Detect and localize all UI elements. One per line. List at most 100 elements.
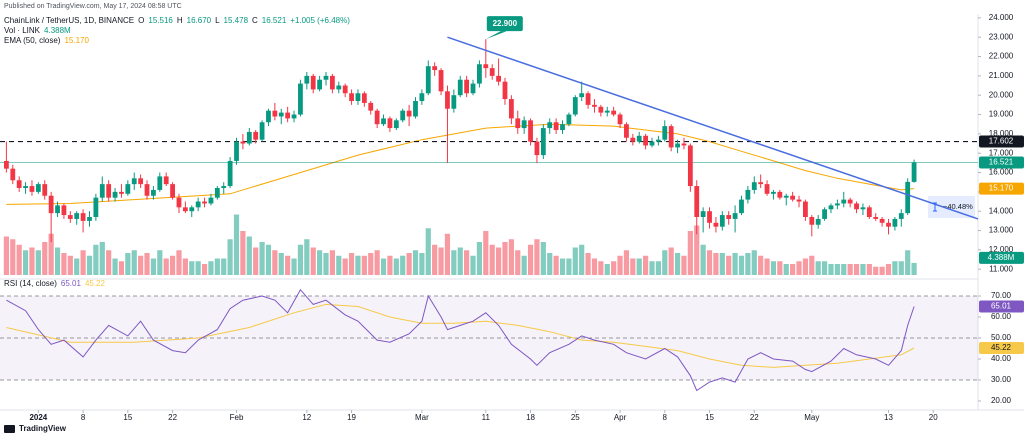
volume-bar bbox=[304, 239, 310, 275]
volume-bar bbox=[361, 255, 367, 275]
ema-legend: EMA (50, close) bbox=[4, 36, 61, 45]
candle-body bbox=[598, 106, 604, 113]
candle-body bbox=[93, 197, 99, 217]
candle-body bbox=[259, 122, 265, 140]
candle-body bbox=[713, 222, 719, 227]
published-note: Published on TradingView.com, May 17, 20… bbox=[4, 3, 182, 10]
candle-body bbox=[528, 120, 533, 142]
volume-bar bbox=[48, 233, 54, 275]
volume-bar bbox=[10, 239, 16, 275]
candle-body bbox=[234, 141, 239, 161]
candle-body bbox=[477, 64, 482, 84]
volume-bar bbox=[515, 250, 521, 275]
x-tick-label: Apr bbox=[614, 413, 627, 422]
volume-bar bbox=[898, 261, 904, 275]
candle-body bbox=[151, 189, 156, 196]
rsi-tag: 65.01 bbox=[991, 302, 1012, 311]
volume-bar bbox=[93, 244, 99, 275]
volume-bar bbox=[534, 239, 540, 275]
volume-bar bbox=[144, 253, 150, 275]
volume-bar bbox=[527, 244, 534, 275]
candle-body bbox=[643, 135, 649, 146]
volume-bar bbox=[662, 250, 668, 275]
volume-bar bbox=[483, 231, 489, 275]
volume-bar bbox=[329, 250, 335, 275]
volume-bar bbox=[214, 258, 220, 275]
volume-bar bbox=[495, 247, 502, 275]
volume-bar bbox=[745, 253, 751, 275]
volume-bar bbox=[604, 264, 610, 275]
ohlc-key: O bbox=[138, 16, 144, 25]
measure-icon bbox=[933, 202, 937, 212]
x-tick-label: 8 bbox=[81, 413, 86, 422]
volume-bar bbox=[80, 250, 86, 275]
candle-body bbox=[662, 126, 668, 140]
volume-bar bbox=[272, 250, 278, 275]
volume-bar bbox=[16, 244, 22, 275]
candle-body bbox=[214, 188, 220, 198]
volume-bar bbox=[419, 253, 425, 275]
volume-bar bbox=[553, 255, 559, 275]
volume-bar bbox=[879, 266, 885, 275]
x-tick-label: 15 bbox=[123, 413, 132, 422]
volume-bar bbox=[29, 247, 35, 275]
volume-bar bbox=[790, 264, 796, 275]
candle-body bbox=[809, 217, 815, 225]
candle-body bbox=[822, 209, 827, 219]
volume-bar bbox=[726, 255, 732, 275]
callout-box bbox=[486, 16, 523, 32]
volume-bar bbox=[425, 228, 431, 275]
candle-body bbox=[803, 201, 808, 217]
candle-body bbox=[483, 64, 489, 69]
candle-body bbox=[866, 207, 872, 217]
candle-body bbox=[451, 95, 457, 109]
volume-bar bbox=[892, 261, 898, 275]
candle-body bbox=[585, 93, 591, 105]
candle-body bbox=[655, 139, 661, 142]
volume-bar bbox=[374, 250, 380, 275]
callout-label: 22.900 bbox=[493, 19, 518, 28]
candle-body bbox=[860, 207, 866, 210]
candle-body bbox=[726, 215, 732, 219]
candle-body bbox=[99, 184, 105, 198]
candle-body bbox=[496, 75, 501, 82]
candle-body bbox=[841, 199, 847, 204]
rsi-tag: 45.22 bbox=[991, 343, 1012, 352]
volume-bar bbox=[559, 258, 566, 275]
ohlc-key: L bbox=[215, 16, 220, 25]
volume-bar bbox=[585, 253, 591, 275]
candle-body bbox=[253, 131, 259, 140]
y-tick-label: 50.00 bbox=[991, 333, 1012, 342]
candle-body bbox=[534, 141, 540, 156]
candle-body bbox=[847, 199, 853, 204]
candle-body bbox=[694, 186, 700, 217]
candle-body bbox=[138, 178, 144, 185]
y-tick-label: 60.00 bbox=[991, 312, 1012, 321]
ohlc-key: C bbox=[252, 16, 258, 25]
candle-body bbox=[502, 81, 508, 100]
volume-bar bbox=[457, 247, 463, 275]
ohlc-value: 16.521 bbox=[262, 16, 287, 25]
volume-bar bbox=[240, 231, 246, 275]
volume-bar bbox=[42, 242, 48, 275]
candle-body bbox=[176, 197, 182, 208]
candle-body bbox=[342, 85, 348, 94]
volume-bar bbox=[758, 255, 764, 275]
candle-body bbox=[854, 203, 859, 210]
volume-bar bbox=[841, 264, 847, 275]
footer-brand: TradingView bbox=[19, 424, 67, 433]
candle-body bbox=[67, 215, 73, 219]
volume-bar bbox=[176, 250, 182, 275]
candle-body bbox=[828, 205, 834, 210]
candle-body bbox=[796, 199, 802, 202]
volume-bar bbox=[131, 250, 137, 275]
volume-bar bbox=[125, 253, 131, 275]
volume-bar bbox=[67, 255, 73, 275]
candle-body bbox=[707, 211, 712, 223]
candle-body bbox=[310, 75, 316, 90]
volume-bar bbox=[611, 261, 617, 275]
candle-body bbox=[617, 114, 623, 125]
volume-bar bbox=[112, 258, 118, 275]
y-tick-label: 70.00 bbox=[991, 291, 1012, 300]
volume-bar bbox=[259, 242, 265, 275]
